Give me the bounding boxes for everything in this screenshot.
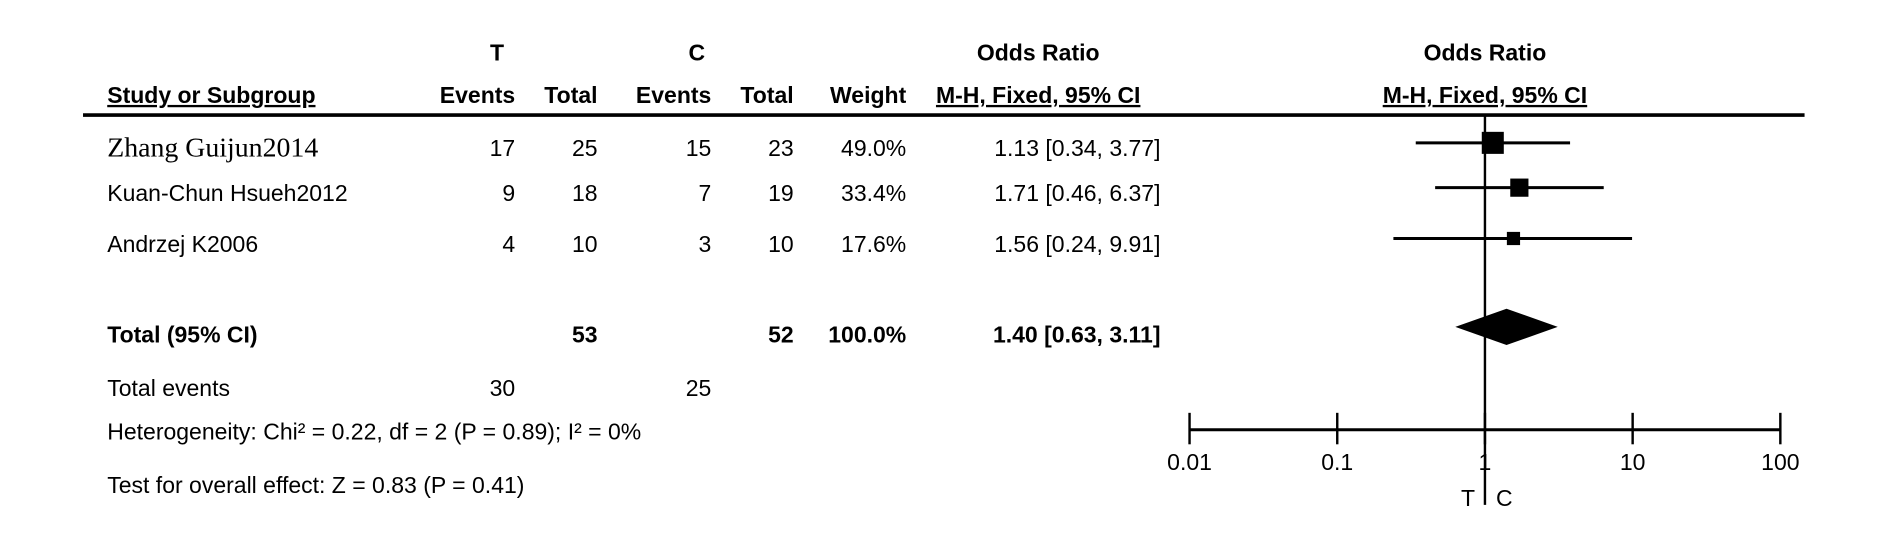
group-header: T <box>490 40 504 66</box>
cell: 18 <box>572 180 598 206</box>
odds-ratio: 1.71 [0.46, 6.37] <box>994 180 1160 206</box>
group-header: C <box>689 40 706 66</box>
x-tick-label: 0.01 <box>1167 449 1212 475</box>
column-header: M-H, Fixed, 95% CI <box>936 82 1140 108</box>
cell: 30 <box>490 375 516 401</box>
cell: 19 <box>768 180 794 206</box>
cell: 25 <box>686 375 712 401</box>
study-name: Andrzej K2006 <box>107 231 258 257</box>
x-tick-label: 100 <box>1761 449 1799 475</box>
study-square <box>1506 231 1521 246</box>
favours-label: T <box>1461 485 1475 511</box>
cell: 10 <box>572 231 598 257</box>
odds-ratio: 1.40 [0.63, 3.11] <box>993 322 1161 348</box>
column-header: Events <box>636 82 711 108</box>
cell: 53 <box>572 322 598 348</box>
weight: 17.6% <box>841 231 906 257</box>
column-header: Total <box>544 82 597 108</box>
study-square <box>1510 178 1529 197</box>
group-header: Odds Ratio <box>977 40 1100 66</box>
column-header: Study or Subgroup <box>107 82 315 108</box>
column-header: M-H, Fixed, 95% CI <box>1383 82 1587 108</box>
cell: 25 <box>572 135 598 161</box>
x-tick-label: 1 <box>1479 449 1492 475</box>
column-header: Events <box>440 82 515 108</box>
cell: 23 <box>768 135 794 161</box>
cell: 9 <box>502 180 515 206</box>
odds-ratio: 1.56 [0.24, 9.91] <box>994 231 1160 257</box>
column-header: Weight <box>830 82 907 108</box>
x-tick-label: 10 <box>1620 449 1646 475</box>
x-tick-label: 0.1 <box>1321 449 1353 475</box>
cell: 17 <box>490 135 516 161</box>
weight: 100.0% <box>828 322 906 348</box>
overall-effect: Test for overall effect: Z = 0.83 (P = 0… <box>107 472 524 498</box>
cell: 52 <box>768 322 794 348</box>
study-square <box>1481 131 1504 154</box>
column-header: Total <box>740 82 793 108</box>
weight: 49.0% <box>841 135 906 161</box>
favours-label: C <box>1496 485 1513 511</box>
weight: 33.4% <box>841 180 906 206</box>
cell: 15 <box>686 135 712 161</box>
cell: 3 <box>699 231 712 257</box>
total-label: Total (95% CI) <box>107 322 257 348</box>
group-header: Odds Ratio <box>1424 40 1547 66</box>
total-events-label: Total events <box>107 375 230 401</box>
cell: 10 <box>768 231 794 257</box>
total-diamond <box>1455 308 1558 346</box>
heterogeneity: Heterogeneity: Chi² = 0.22, df = 2 (P = … <box>107 418 641 444</box>
odds-ratio: 1.13 [0.34, 3.77] <box>994 135 1160 161</box>
study-name: Zhang Guijun2014 <box>107 133 318 164</box>
study-name: Kuan-Chun Hsueh2012 <box>107 180 347 206</box>
cell: 4 <box>502 231 515 257</box>
cell: 7 <box>699 180 712 206</box>
